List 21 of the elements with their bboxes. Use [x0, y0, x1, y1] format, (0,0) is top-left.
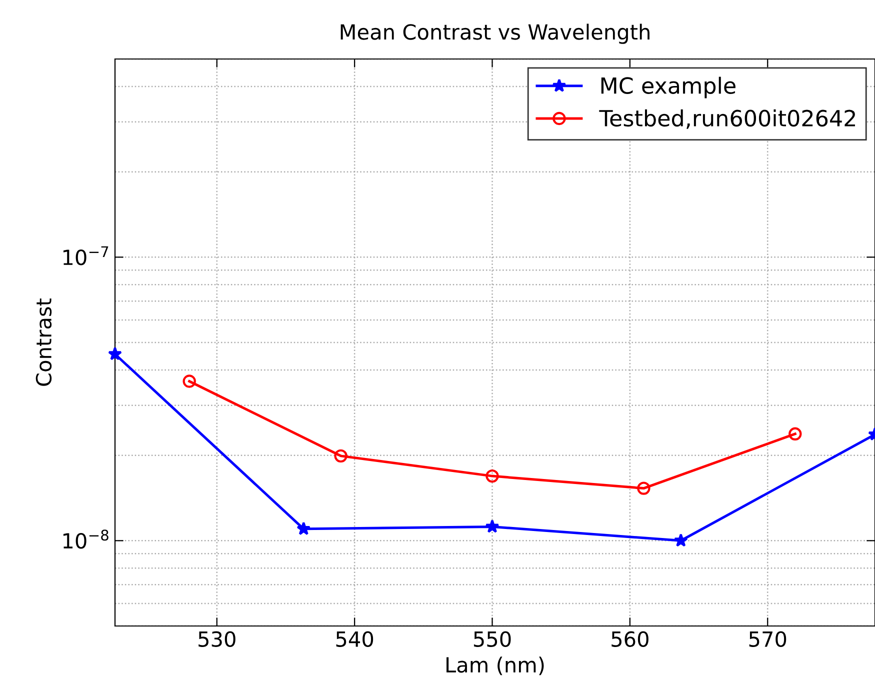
y-axis-title: Contrast	[36, 298, 52, 386]
y-tick-label: 10$^{−8}$	[63, 530, 108, 549]
point	[486, 469, 499, 483]
x-axis-title: Lam (nm)	[446, 656, 544, 676]
x-tick-label: 530	[198, 631, 236, 647]
point	[637, 482, 650, 495]
x-tick-label: 550	[474, 631, 511, 647]
chart-title: Mean Contrast vs Wavelength	[340, 24, 650, 44]
point	[296, 522, 311, 536]
point	[674, 533, 688, 547]
x-tick-label: 540	[336, 631, 374, 647]
legend-label: Testbed,run600it02642	[599, 109, 855, 129]
point	[485, 519, 500, 533]
x-tick-label: 560	[612, 631, 648, 647]
legend-label: MC example	[601, 76, 736, 98]
point	[334, 449, 348, 463]
y-tick-label: 10$^{−7}$	[63, 246, 108, 266]
x-tick-label: 570	[749, 631, 786, 647]
point	[182, 374, 196, 388]
point	[108, 346, 122, 360]
point	[788, 427, 802, 440]
